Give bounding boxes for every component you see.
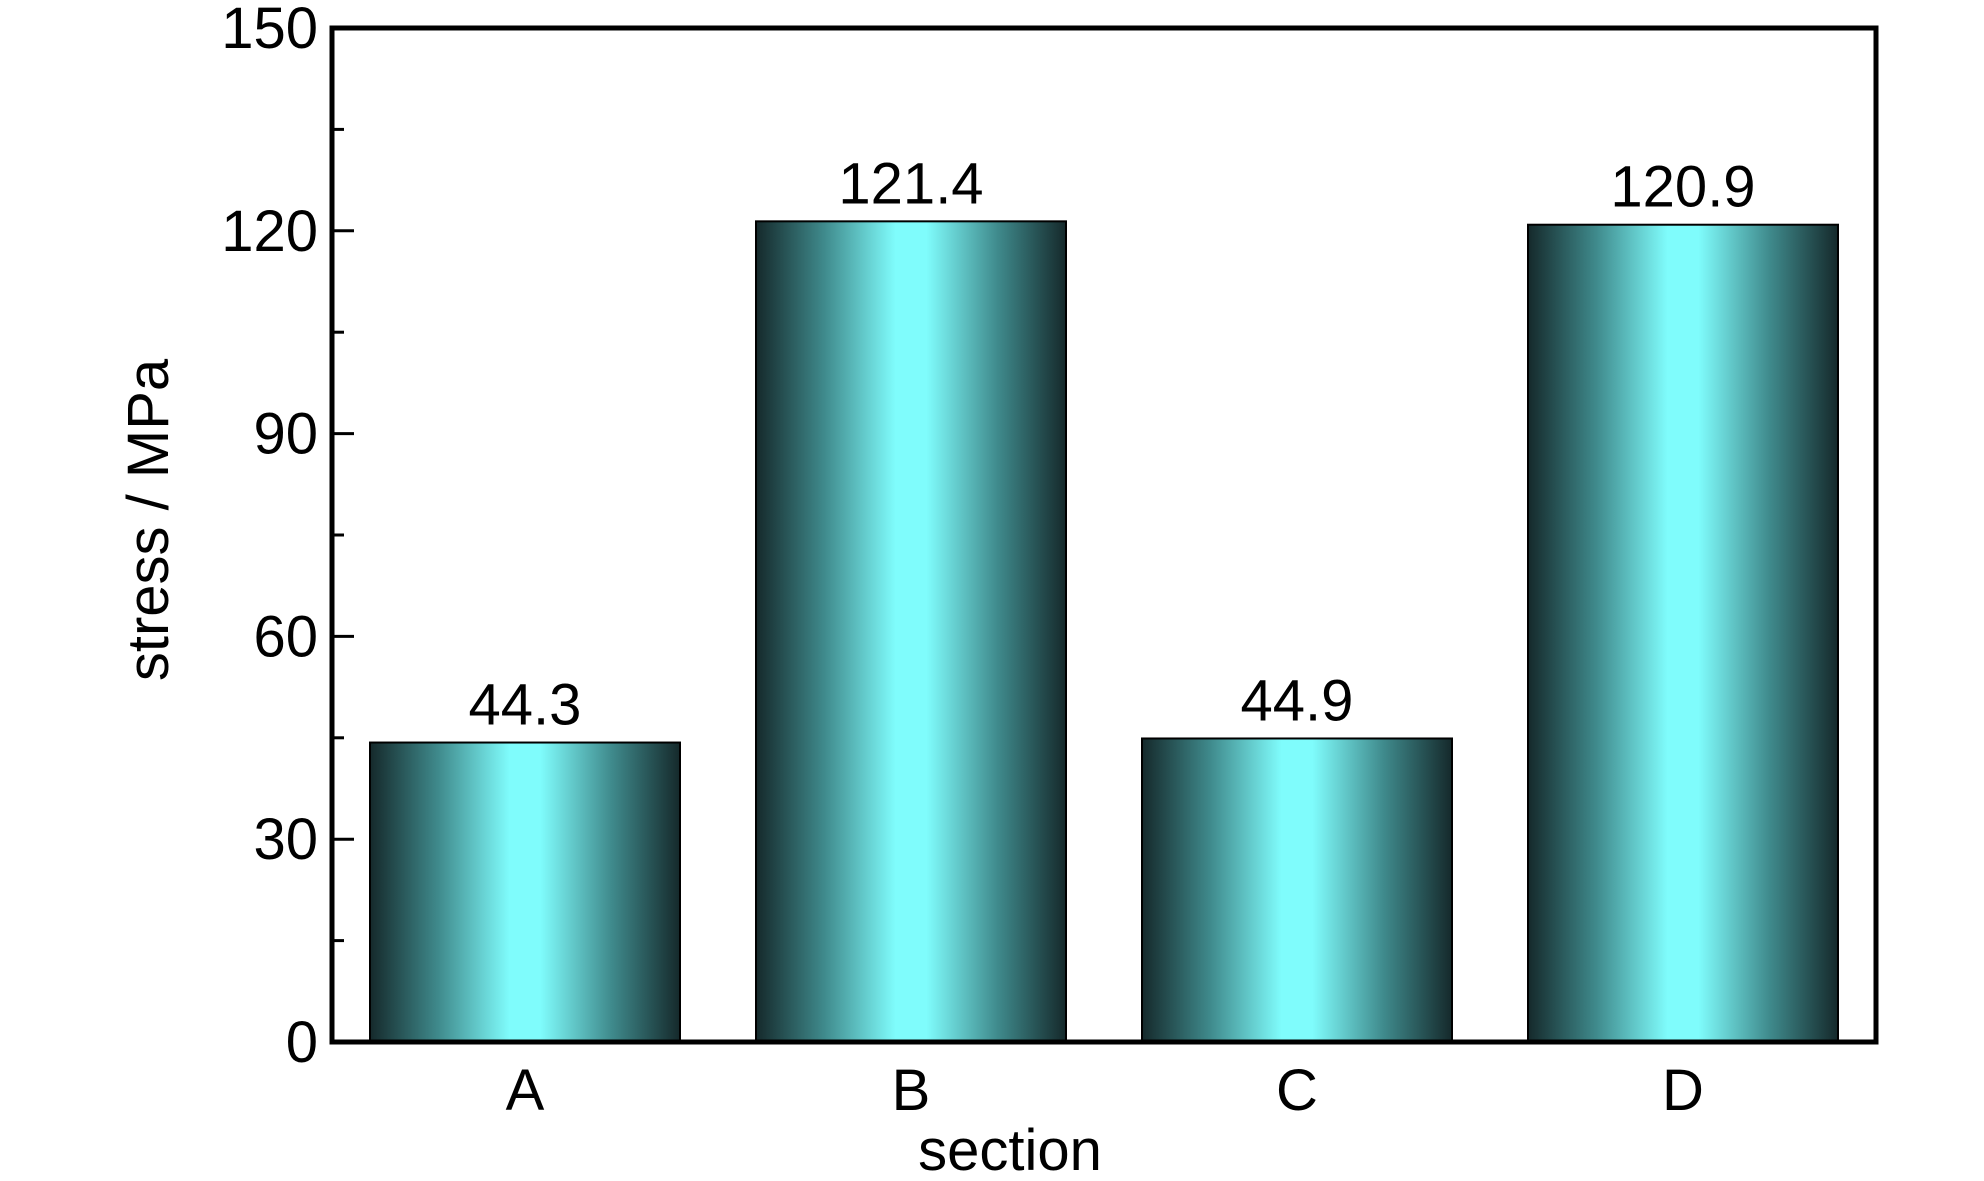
y-tick-label: 150	[221, 0, 318, 61]
data-label-b: 121.4	[838, 151, 983, 216]
data-labels-group: 44.3 121.4 44.9 120.9	[469, 151, 1756, 737]
y-axis-ticks	[332, 26, 354, 1044]
x-axis-tick-labels: A B C D	[506, 1058, 1704, 1123]
data-label-c: 44.9	[1241, 668, 1354, 733]
x-tick-label-b: B	[892, 1058, 931, 1123]
x-tick-label-a: A	[506, 1058, 545, 1123]
bars-group	[369, 220, 1839, 1043]
bar-a	[369, 741, 681, 1043]
x-tick-label-d: D	[1662, 1058, 1704, 1123]
x-axis-title: section	[918, 1118, 1102, 1181]
y-tick-label: 120	[221, 199, 318, 264]
data-label-d: 120.9	[1610, 155, 1755, 220]
y-tick-label: 0	[286, 1010, 318, 1075]
x-tick-label-c: C	[1276, 1058, 1318, 1123]
y-tick-label: 30	[253, 807, 318, 872]
y-tick-label: 90	[253, 402, 318, 467]
bar-c	[1141, 737, 1453, 1043]
y-axis-tick-labels: 0 30 60 90 120 150	[221, 0, 318, 1075]
data-label-a: 44.3	[469, 673, 582, 738]
y-tick-label: 60	[253, 604, 318, 669]
bar-d	[1527, 223, 1839, 1043]
y-axis-title: stress / MPa	[116, 358, 181, 681]
bar-b	[755, 220, 1067, 1043]
